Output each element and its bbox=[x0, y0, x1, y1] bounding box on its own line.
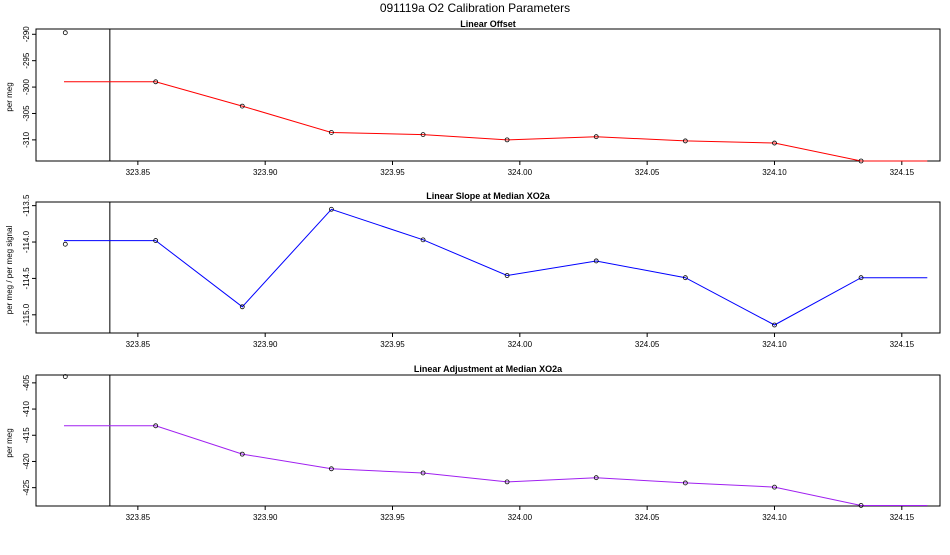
y-tick-label: -290 bbox=[22, 26, 31, 43]
panel-linear-adjustment: Linear Adjustment at Median XO2a per meg… bbox=[5, 364, 941, 522]
series-line bbox=[64, 425, 928, 506]
data-point bbox=[772, 484, 777, 490]
reference-point bbox=[62, 241, 68, 247]
data-point bbox=[239, 304, 245, 310]
panel-title: Linear Slope at Median XO2a bbox=[426, 191, 551, 201]
y-tick-label: -410 bbox=[22, 401, 31, 418]
data-point bbox=[858, 503, 864, 508]
y-tick-label: -310 bbox=[22, 131, 31, 148]
x-tick-label: 323.95 bbox=[380, 168, 405, 177]
data-point bbox=[772, 140, 777, 146]
y-axis-label: per meg bbox=[5, 82, 14, 111]
x-tick-label: 323.95 bbox=[380, 513, 405, 522]
data-point bbox=[772, 322, 777, 328]
data-point bbox=[858, 158, 864, 164]
data-point bbox=[593, 134, 599, 140]
x-tick-label: 324.00 bbox=[508, 340, 533, 349]
x-tick-label: 324.10 bbox=[762, 340, 787, 349]
x-tick-label: 324.15 bbox=[890, 340, 915, 349]
y-tick-label: -405 bbox=[22, 374, 31, 391]
x-tick-label: 323.85 bbox=[126, 340, 151, 349]
panel-title: Linear Offset bbox=[460, 19, 516, 29]
figure-title: 091119a O2 Calibration Parameters bbox=[380, 1, 570, 15]
data-point bbox=[153, 423, 159, 429]
series-line bbox=[64, 208, 928, 326]
y-tick-label: -305 bbox=[22, 105, 31, 122]
data-point bbox=[858, 275, 864, 281]
y-tick-label: -420 bbox=[22, 453, 31, 470]
y-axis-label: per meg bbox=[5, 428, 14, 457]
data-point bbox=[153, 79, 159, 85]
data-point bbox=[239, 451, 245, 457]
y-tick-label: -114.5 bbox=[22, 267, 31, 290]
x-tick-label: 323.85 bbox=[126, 513, 151, 522]
data-point bbox=[682, 275, 688, 281]
x-tick-label: 323.95 bbox=[380, 340, 405, 349]
x-tick-label: 323.90 bbox=[253, 168, 278, 177]
x-tick-label: 323.85 bbox=[126, 168, 151, 177]
series-line bbox=[64, 81, 928, 162]
data-point bbox=[504, 479, 510, 485]
data-point bbox=[420, 470, 426, 476]
plot-frame bbox=[35, 201, 941, 334]
x-tick-label: 324.05 bbox=[635, 340, 660, 349]
x-tick-label: 324.15 bbox=[890, 168, 915, 177]
y-tick-label: -295 bbox=[22, 52, 31, 69]
data-point bbox=[682, 480, 688, 486]
x-tick-label: 324.05 bbox=[635, 168, 660, 177]
panel-title: Linear Adjustment at Median XO2a bbox=[414, 364, 563, 374]
data-point bbox=[420, 132, 426, 138]
data-point bbox=[593, 475, 599, 481]
data-point bbox=[153, 238, 159, 243]
data-point bbox=[239, 103, 245, 109]
plot-frame bbox=[35, 374, 941, 507]
reference-point bbox=[62, 374, 68, 379]
y-tick-label: -115.0 bbox=[22, 303, 31, 326]
data-point bbox=[328, 466, 334, 472]
data-point bbox=[328, 130, 334, 135]
data-point bbox=[504, 273, 510, 278]
y-tick-label: -113.5 bbox=[22, 194, 31, 217]
y-tick-label: -300 bbox=[22, 79, 31, 96]
y-tick-label: -114.0 bbox=[22, 230, 31, 253]
panel-linear-slope: Linear Slope at Median XO2a per meg / pe… bbox=[5, 191, 941, 349]
y-axis-label: per meg / per meg signal bbox=[5, 226, 14, 315]
x-tick-label: 324.15 bbox=[890, 513, 915, 522]
x-tick-label: 324.10 bbox=[762, 168, 787, 177]
data-point bbox=[593, 258, 599, 264]
x-tick-label: 324.10 bbox=[762, 513, 787, 522]
reference-point bbox=[62, 30, 68, 36]
data-point bbox=[504, 137, 510, 143]
y-tick-label: -425 bbox=[22, 479, 31, 496]
panel-linear-offset: Linear Offset per meg 323.85 323.90 323.95… bbox=[5, 19, 941, 177]
y-tick-label: -415 bbox=[22, 427, 31, 444]
data-point bbox=[682, 138, 688, 144]
data-point bbox=[420, 237, 426, 243]
x-tick-label: 323.90 bbox=[253, 340, 278, 349]
x-tick-label: 323.90 bbox=[253, 513, 278, 522]
data-point bbox=[328, 206, 334, 212]
x-tick-label: 324.05 bbox=[635, 513, 660, 522]
x-tick-label: 324.00 bbox=[508, 513, 533, 522]
x-tick-label: 324.00 bbox=[508, 168, 533, 177]
plot-frame bbox=[35, 28, 941, 162]
